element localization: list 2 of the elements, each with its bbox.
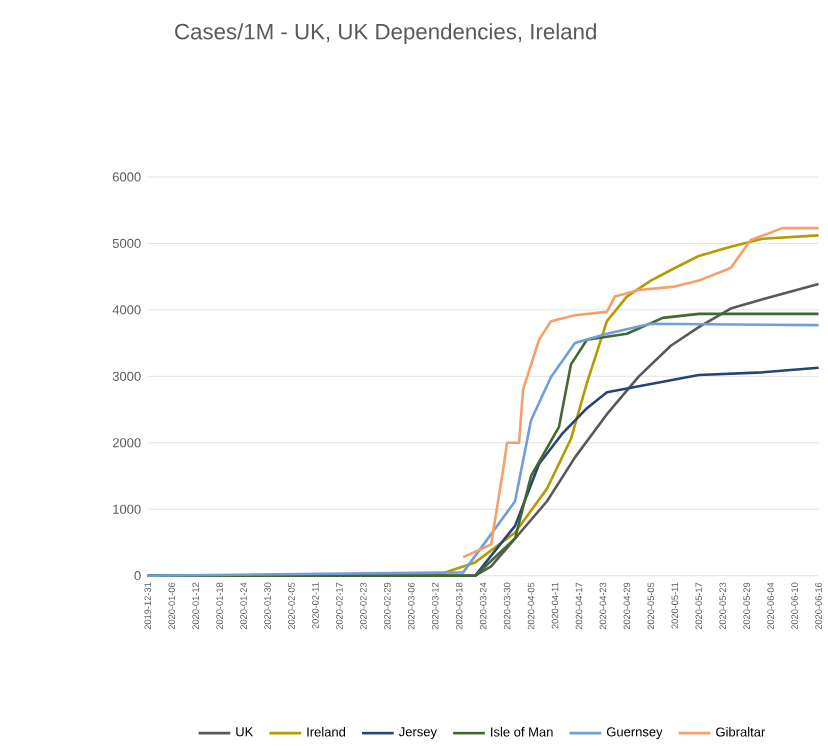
line-series [461,226,820,559]
chart-title: Cases/1M - UK, UK Dependencies, Ireland [175,22,596,44]
